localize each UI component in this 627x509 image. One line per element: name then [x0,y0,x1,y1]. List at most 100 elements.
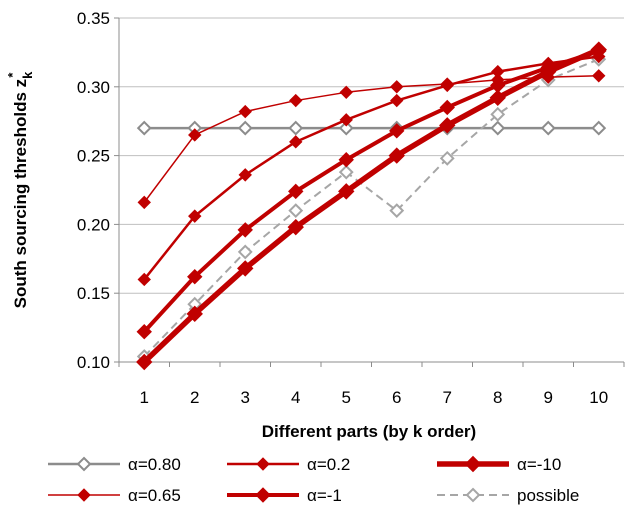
series-2 [137,69,606,210]
data-point [289,93,303,108]
data-point [136,353,153,371]
series-1 [136,120,607,136]
data-point [188,128,202,142]
legend-label: α=0.65 [128,486,181,505]
data-point [186,305,203,323]
legend-swatch-marker [256,457,270,471]
data-point [136,120,152,136]
series-line [142,47,600,364]
data-point [237,244,253,260]
legend-label: α=-10 [517,455,561,474]
data-point [289,135,303,149]
x-tick-label: 5 [342,388,351,407]
x-tick-label: 4 [291,388,300,407]
y-tick-label: 0.25 [77,147,110,166]
data-point [490,106,506,122]
data-point [338,120,354,136]
y-axis-title-sup: * [5,72,20,78]
data-point [540,120,556,136]
legend-swatch-marker [255,487,271,503]
legend-item: α=0.80 [48,455,181,474]
legend-swatch-marker [465,487,481,503]
y-tick-label: 0.15 [77,284,110,303]
y-tick-labels: 0.10 0.15 0.20 0.25 0.30 0.35 [77,9,110,372]
legend-swatch-marker [76,456,92,472]
data-point [490,120,506,136]
legend: α=0.80 α=0.2 α=-10 α=0.65 α=-1 possible [48,455,579,505]
series-line [143,58,600,358]
data-point [390,93,404,108]
x-tick-label: 10 [589,388,608,407]
data-point [288,120,304,136]
data-point [237,120,253,136]
series-line [142,49,600,334]
data-point [388,147,405,164]
y-tick-label: 0.10 [77,353,110,372]
data-point [591,120,607,136]
y-tick-label: 0.20 [77,215,110,234]
data-point [540,63,557,80]
x-tick-label: 7 [443,388,452,407]
data-point [338,152,354,168]
x-tick-label: 2 [190,388,199,407]
legend-item: α=0.2 [227,455,350,474]
data-point [238,168,252,182]
x-tick-label: 9 [544,388,553,407]
data-point [440,78,454,93]
axes [114,17,625,367]
data-point [592,69,606,83]
x-tick-label: 6 [392,388,401,407]
data-point [439,117,456,134]
y-tick-label: 0.35 [77,9,110,28]
data-point [288,203,304,219]
y-axis-title: South sourcing thresholds zk* [5,71,35,309]
data-point [187,268,203,285]
data-point [287,218,304,236]
data-point [137,272,151,287]
data-point [339,113,353,127]
y-tick-label: 0.30 [77,78,110,97]
legend-swatch-marker [464,455,482,473]
data-point [137,195,151,210]
series-3 [137,49,606,287]
data-point [136,324,152,340]
series-line [143,55,599,281]
data-point [489,89,506,107]
x-tick-labels: 1 2 3 4 5 6 7 8 9 10 [140,388,609,407]
legend-item: α=-1 [227,486,342,505]
x-tick-label: 3 [241,388,250,407]
data-point [390,80,404,94]
data-point [389,123,405,139]
y-axis-title-sub: k [20,71,35,79]
data-point [338,183,355,200]
data-point [237,222,253,238]
data-point [288,183,304,200]
data-point [188,209,202,223]
data-point [339,85,353,100]
legend-label: α=0.80 [128,455,181,474]
legend-item: α=-10 [437,455,561,474]
data-point [491,64,505,79]
series-6 [136,51,607,364]
series-5 [136,41,607,371]
data-point [338,164,354,180]
data-point [389,203,405,219]
legend-label: α=-1 [307,486,342,505]
x-axis-title: Different parts (by k order) [262,422,476,441]
legend-item: α=0.65 [48,486,181,505]
legend-swatch-marker [77,488,91,502]
x-tick-label: 8 [493,388,502,407]
series-lines [136,41,607,371]
data-point [238,104,252,119]
legend-label: possible [517,486,579,505]
legend-item: possible [437,486,579,505]
legend-label: α=0.2 [307,455,350,474]
data-point [439,150,455,166]
x-tick-label: 1 [140,388,149,407]
series-line [143,75,599,203]
y-axis-title-main: South sourcing thresholds z [11,79,30,309]
data-point [439,99,455,116]
data-point [237,260,254,277]
data-point [590,41,607,58]
